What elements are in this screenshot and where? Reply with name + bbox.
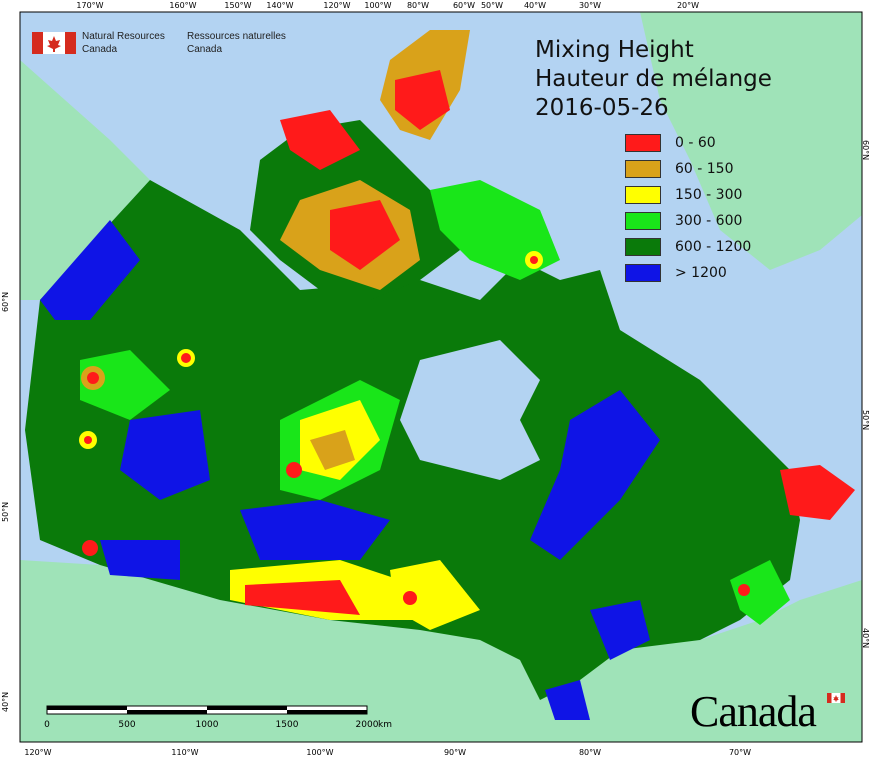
longitude-tick-label: 70°W: [728, 748, 752, 757]
maritimes-light-green: [730, 560, 790, 625]
bc-south-blue: [100, 540, 180, 580]
legend-label: 60 - 150: [675, 161, 734, 177]
longitude-tick-label: 40°W: [523, 1, 547, 10]
south-border-red: [245, 580, 360, 615]
hotspot-ontario: [403, 591, 417, 605]
latitude-tick-label: 40°N: [1, 691, 10, 712]
hotspot-nwt-core: [181, 353, 191, 363]
legend-label: 150 - 300: [675, 187, 743, 203]
legend-swatch: [625, 134, 661, 152]
longitude-tick-label: 60°W: [452, 1, 476, 10]
ontario-yellow: [390, 560, 480, 630]
legend-label: 300 - 600: [675, 213, 743, 229]
title-french: Hauteur de mélange: [535, 66, 772, 92]
longitude-tick-label: 150°W: [224, 1, 252, 10]
scale-bar: 0 500 1000 1500 2000 km: [40, 704, 420, 734]
arctic-red-zone-central: [330, 200, 400, 270]
hotspot-prairie: [286, 462, 302, 478]
southern-quebec-blue: [590, 600, 650, 660]
title-english: Mixing Height: [535, 37, 694, 63]
alaska-landmass: [20, 60, 150, 300]
legend-swatch: [625, 160, 661, 178]
agency-en-line2: Canada: [82, 44, 118, 55]
scale-tick-label: 0: [44, 720, 50, 730]
latitude-tick-label: 60°N: [1, 291, 10, 312]
legend-swatch: [625, 238, 661, 256]
latitude-tick-label: 50°N: [861, 410, 870, 431]
longitude-tick-label: 80°W: [578, 748, 602, 757]
longitude-tick-label: 160°W: [169, 1, 197, 10]
agency-fr-line1: Ressources naturelles: [187, 31, 286, 42]
greenland-landmass: [640, 12, 862, 270]
longitude-tick-label: 50°W: [480, 1, 504, 10]
scale-tick-label: 1000: [195, 720, 219, 730]
longitude-tick-label: 170°W: [76, 1, 104, 10]
legend-label: 600 - 1200: [675, 239, 752, 255]
longitude-tick-label: 120°W: [323, 1, 351, 10]
quebec-blue: [530, 390, 660, 560]
arctic-red-zone-west: [280, 110, 360, 170]
yukon-blue: [40, 220, 140, 320]
usa-landmass: [20, 560, 862, 742]
scale-unit-label: km: [378, 720, 392, 730]
hudson-bay: [400, 340, 540, 480]
longitude-tick-label: 20°W: [676, 1, 700, 10]
agency-fr-line2: Canada: [187, 44, 223, 55]
scale-tick-label: 500: [118, 720, 136, 730]
hotspot-maritimes: [738, 584, 750, 596]
longitude-tick-label: 140°W: [266, 1, 294, 10]
hotspot-bc-north-core: [87, 372, 99, 384]
bc-interior-blue: [120, 410, 210, 500]
agency-en-line1: Natural Resources: [82, 31, 165, 42]
legend-swatch: [625, 212, 661, 230]
scale-tick-label: 1500: [275, 720, 299, 730]
legend-swatch: [625, 264, 661, 282]
canada-flag-icon: [32, 32, 76, 54]
longitude-tick-label: 110°W: [171, 748, 199, 757]
hotspot-bc-south: [82, 540, 98, 556]
wordmark-flag-icon: [827, 693, 845, 703]
longitude-tick-label: 100°W: [364, 1, 392, 10]
map-title: Mixing Height Hauteur de mélange 2016-05…: [535, 36, 772, 123]
canada-wordmark: Canada: [690, 687, 817, 736]
scale-bar-graphic: [46, 705, 368, 715]
agency-french: Ressources naturelles Canada: [187, 30, 286, 56]
latitude-tick-label: 50°N: [1, 501, 10, 522]
agency-english: Natural Resources Canada: [82, 30, 165, 56]
longitude-tick-label: 120°W: [24, 748, 52, 757]
longitude-tick-label: 100°W: [306, 748, 334, 757]
longitude-tick-label: 80°W: [406, 1, 430, 10]
legend-label: > 1200: [675, 265, 727, 281]
prairie-blue: [240, 500, 390, 560]
latitude-tick-label: 60°N: [861, 140, 870, 161]
map-border: [19, 11, 863, 743]
title-date: 2016-05-26: [535, 95, 669, 121]
prairie-orange: [310, 430, 355, 470]
latitude-tick-label: 40°N: [861, 628, 870, 649]
longitude-tick-label: 30°W: [578, 1, 602, 10]
legend-swatch: [625, 186, 661, 204]
hotspot-baffin-core: [530, 256, 538, 264]
southern-ontario-blue: [545, 680, 590, 720]
longitude-tick-label: 90°W: [443, 748, 467, 757]
newfoundland-red: [780, 465, 855, 520]
legend-label: 0 - 60: [675, 135, 716, 151]
bc-light-green: [80, 350, 170, 420]
ellesmere-red: [395, 70, 450, 130]
scale-tick-label: 2000: [355, 720, 379, 730]
hotspot-bc-mid-core: [84, 436, 92, 444]
